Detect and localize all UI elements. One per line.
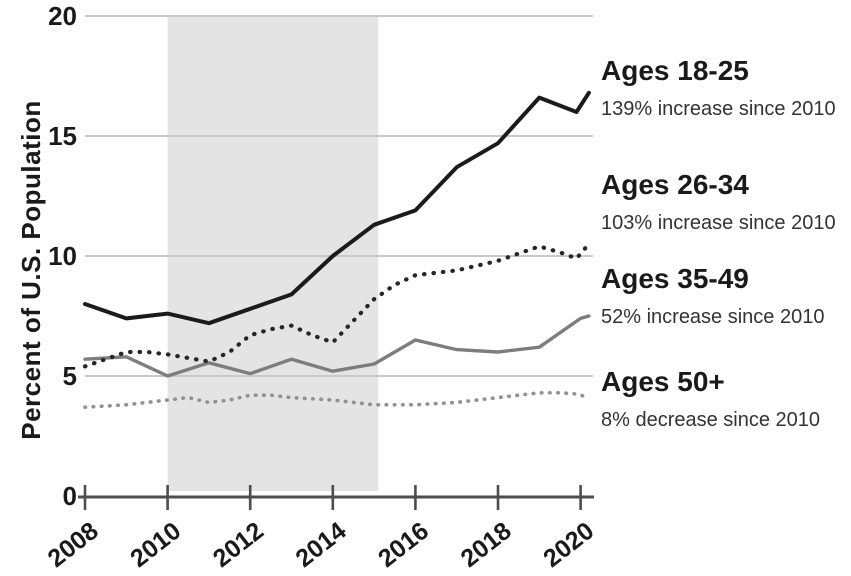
legend-subtitle: 52% increase since 2010 (601, 306, 825, 328)
legend-subtitle: 8% decrease since 2010 (601, 409, 821, 431)
x-tick-label: 2018 (456, 517, 517, 573)
shaded-band-rect (167, 17, 379, 491)
legend-subtitle: 103% increase since 2010 (601, 212, 836, 234)
y-tick-label: 20 (48, 1, 77, 31)
y-tick-label: 5 (63, 361, 77, 391)
legend-item-ages-35-49: Ages 35-49 52% increase since 2010 (601, 263, 851, 329)
x-axis-tick-labels: 2008 2010 2012 2014 2016 2018 2020 (43, 517, 600, 573)
legend-item-ages-50-plus: Ages 50+ 8% decrease since 2010 (601, 366, 851, 432)
y-axis-title: Percent of U.S. Population (16, 100, 46, 439)
x-tick-label: 2008 (43, 517, 104, 573)
legend-title: Ages 50+ (601, 366, 725, 397)
y-axis-tick-labels: 0 5 10 15 20 (48, 1, 77, 511)
legend-title: Ages 35-49 (601, 263, 749, 294)
x-tick-label: 2012 (208, 517, 269, 573)
legend-title: Ages 26-34 (601, 169, 749, 200)
x-tick-label: 2014 (290, 517, 351, 573)
x-tick-label: 2020 (538, 517, 599, 573)
legend-item-ages-18-25: Ages 18-25 139% increase since 2010 (601, 55, 851, 121)
y-tick-label: 10 (48, 241, 77, 271)
series-line-ages-35-49 (83, 314, 591, 378)
legend-subtitle: 139% increase since 2010 (601, 98, 836, 120)
legend-title: Ages 18-25 (601, 55, 749, 86)
series-line-ages-26-34 (82, 241, 592, 369)
data-series (82, 90, 592, 410)
y-tick-label: 0 (63, 481, 77, 511)
x-tick-label: 2010 (125, 517, 186, 573)
series-line-ages-50 (83, 390, 591, 410)
recession-shaded-band (167, 17, 379, 491)
x-tick-label: 2016 (373, 517, 434, 573)
x-axis (78, 485, 594, 510)
legend-item-ages-26-34: Ages 26-34 103% increase since 2010 (601, 169, 851, 235)
series-line-ages-18-25 (83, 90, 591, 326)
y-tick-label: 15 (48, 121, 77, 151)
